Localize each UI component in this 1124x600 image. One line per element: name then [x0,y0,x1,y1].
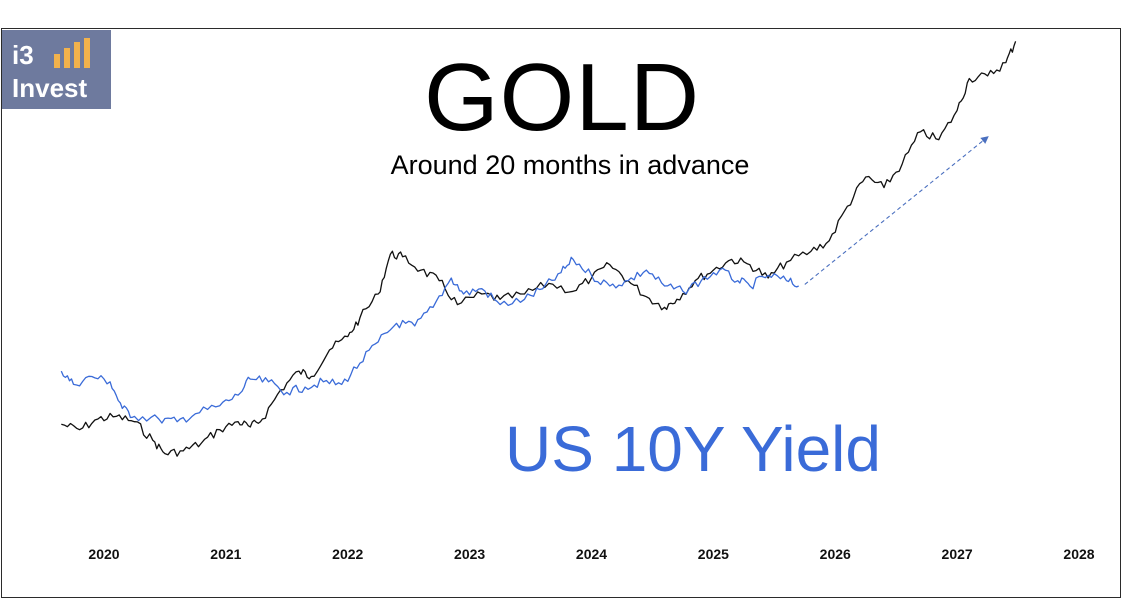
x-tick-label-2025: 2025 [698,546,729,562]
series-annotation-us-10y-yield: US 10Y Yield [505,413,881,485]
x-tick-label-2020: 2020 [88,546,119,562]
logo-text-i3: i3 [12,40,34,70]
series-line-us-10y-yield [60,256,799,424]
x-tick-label-2026: 2026 [820,546,851,562]
logo-text-invest: Invest [12,73,88,103]
x-tick-label-2023: 2023 [454,546,485,562]
chart-frame [1,28,1121,598]
x-tick-label-2022: 2022 [332,546,363,562]
logo-bars-icon [54,38,94,68]
x-tick-label-2027: 2027 [942,546,973,562]
i3-invest-logo: i3 Invest [2,30,111,109]
chart-subtitle: Around 20 months in advance [390,150,750,180]
x-tick-label-2028: 2028 [1063,546,1094,562]
x-tick-label-2024: 2024 [576,546,607,562]
chart-title: GOLD [423,44,701,151]
series-line-gold [61,41,1017,457]
x-tick-label-2021: 2021 [210,546,241,562]
